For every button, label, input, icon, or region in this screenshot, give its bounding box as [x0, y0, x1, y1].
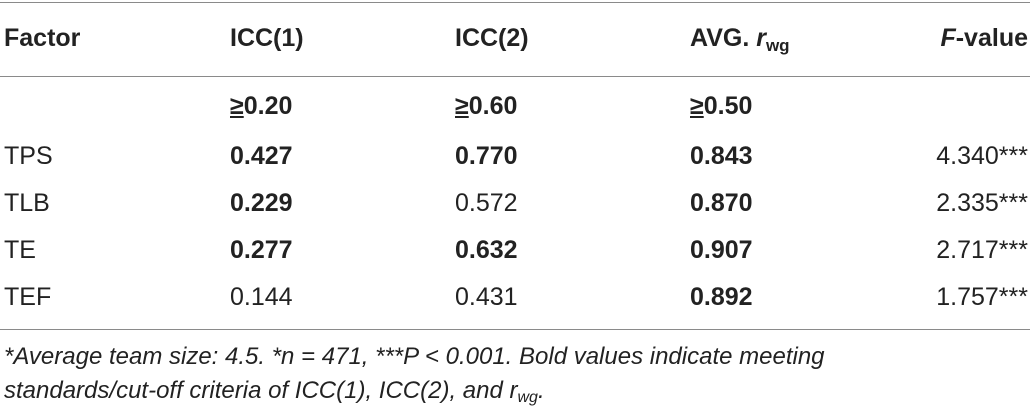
cell-rwg: 0.870	[690, 189, 753, 217]
cell-icc2: 0.572	[455, 189, 518, 217]
cell-factor: TPS	[4, 142, 53, 170]
cell-f-value: 4.340***	[936, 142, 1028, 170]
header-icc2: ICC(2)	[455, 24, 529, 52]
cell-rwg: 0.892	[690, 283, 753, 311]
header-f-value: F-value	[940, 18, 1028, 58]
header-avg-rwg: AVG. rwg	[690, 18, 790, 58]
header-factor: Factor	[4, 24, 81, 52]
criteria-icc1: ≥0.20	[230, 86, 292, 126]
criteria-icc2-value: 0.60	[468, 92, 518, 120]
cell-icc1: 0.427	[230, 142, 293, 170]
footnote-line-2-end: .	[537, 377, 545, 404]
cell-icc1: 0.277	[230, 236, 293, 264]
table-row: TEF 0.144 0.431 0.892 1.757***	[0, 277, 1030, 317]
table-top-rule	[0, 2, 1030, 3]
footnote-line-2-main: standards/cut-off criteria of ICC(1), IC…	[4, 377, 518, 404]
footnote-line-2-sub: wg	[517, 389, 538, 406]
criteria-row: ≥0.20 ≥0.60 ≥0.50	[0, 86, 1030, 126]
criteria-rwg-value: 0.50	[703, 92, 753, 120]
table-row: TLB 0.229 0.572 0.870 2.335***	[0, 183, 1030, 223]
cell-f-value: 2.717***	[936, 236, 1028, 264]
header-avg-rwg-sub: wg	[765, 36, 790, 55]
table-footnote: *Average team size: 4.5. *n = 471, ***P …	[4, 340, 1028, 408]
criteria-rwg-symbol: ≥	[690, 92, 704, 120]
table-header-row: Factor ICC(1) ICC(2) AVG. rwg F-value	[0, 18, 1030, 58]
cell-f-value: 2.335***	[936, 189, 1028, 217]
cell-factor: TE	[4, 236, 36, 264]
criteria-rwg: ≥0.50	[690, 86, 752, 126]
table-bottom-rule	[0, 329, 1030, 330]
cell-rwg: 0.907	[690, 236, 753, 264]
cell-factor: TEF	[4, 283, 52, 311]
criteria-icc1-value: 0.20	[243, 92, 293, 120]
table-header-rule	[0, 76, 1030, 77]
footnote-line-2: standards/cut-off criteria of ICC(1), IC…	[4, 374, 1028, 408]
criteria-icc2: ≥0.60	[455, 86, 517, 126]
header-f-rest: -value	[955, 24, 1028, 52]
cell-rwg: 0.843	[690, 142, 753, 170]
cell-icc2: 0.770	[455, 142, 518, 170]
cell-icc1: 0.144	[230, 283, 293, 311]
table-row: TE 0.277 0.632 0.907 2.717***	[0, 230, 1030, 270]
cell-f-value: 1.757***	[936, 283, 1028, 311]
criteria-icc1-symbol: ≥	[230, 92, 244, 120]
cell-icc2: 0.632	[455, 236, 518, 264]
cell-factor: TLB	[4, 189, 50, 217]
header-avg-rwg-prefix: AVG.	[690, 24, 757, 52]
table-row: TPS 0.427 0.770 0.843 4.340***	[0, 136, 1030, 176]
cell-icc2: 0.431	[455, 283, 518, 311]
header-f-italic: F	[940, 24, 956, 52]
cell-icc1: 0.229	[230, 189, 293, 217]
footnote-line-1: *Average team size: 4.5. *n = 471, ***P …	[4, 343, 825, 370]
header-icc1: ICC(1)	[230, 24, 304, 52]
header-avg-rwg-r: r	[756, 24, 766, 52]
criteria-icc2-symbol: ≥	[455, 92, 469, 120]
